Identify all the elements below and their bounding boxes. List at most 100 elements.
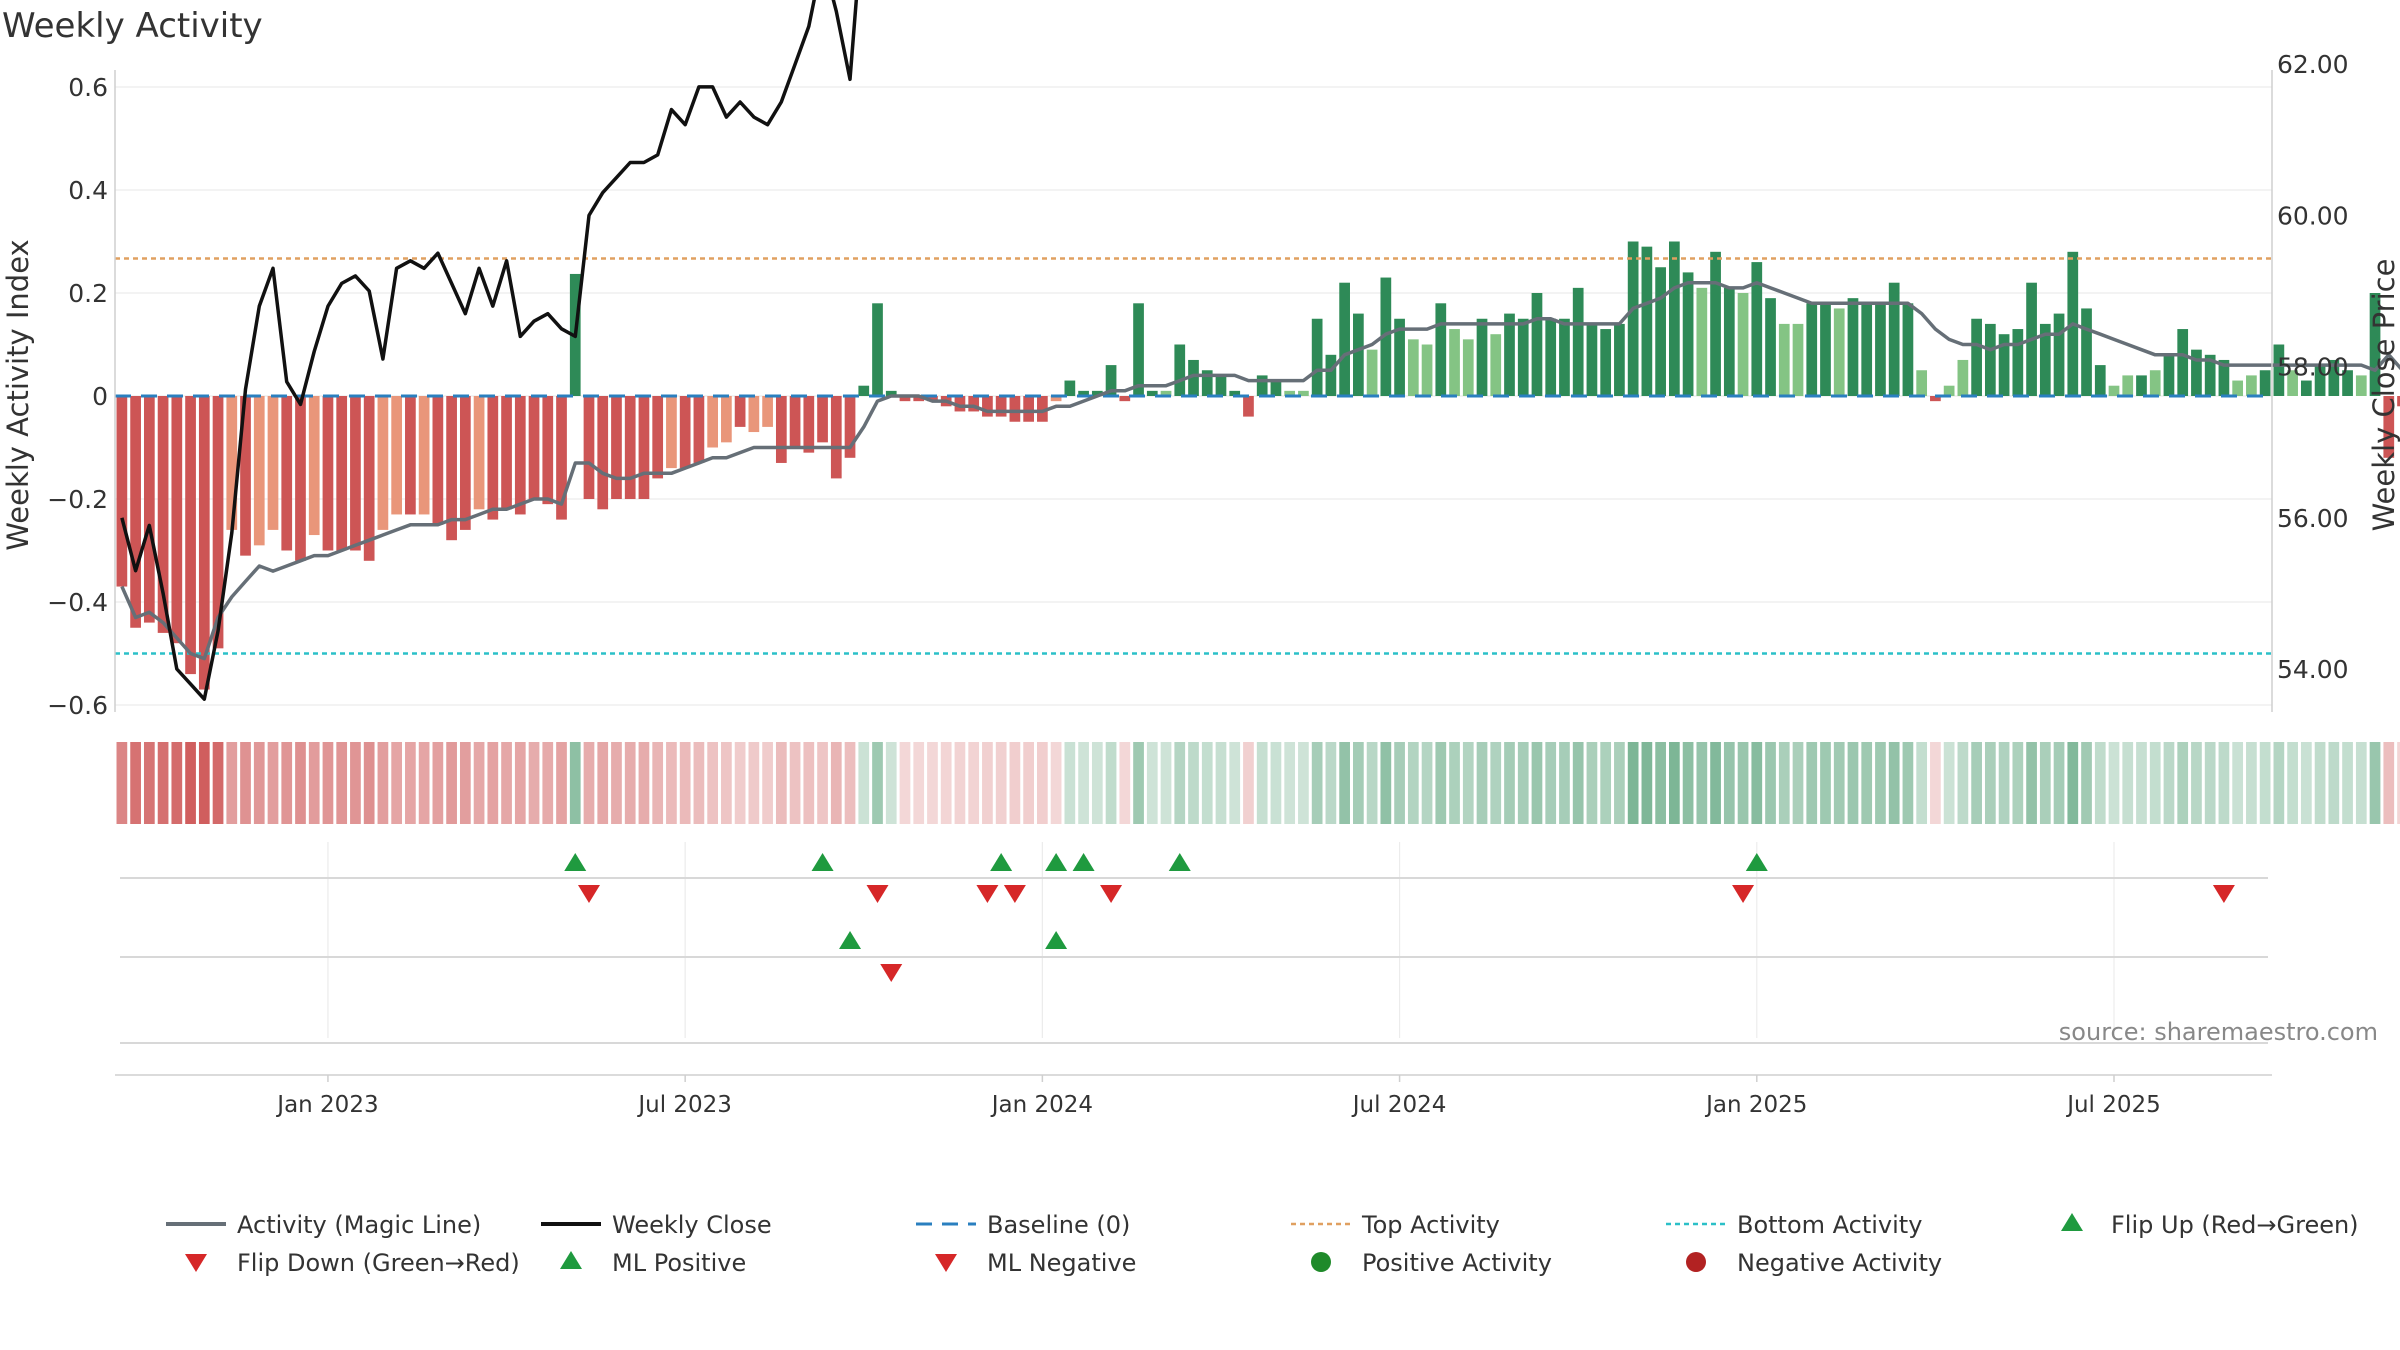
activity-bar: [542, 396, 554, 505]
strip-cell: [542, 742, 554, 824]
activity-bar: [803, 396, 815, 453]
strip-cell: [1325, 742, 1337, 824]
activity-bar: [1215, 375, 1227, 396]
activity-bar: [2383, 396, 2395, 458]
activity-bar: [1435, 303, 1447, 396]
activity-bar: [885, 390, 897, 396]
strip-cell: [1669, 742, 1680, 824]
legend-label: Activity (Magic Line): [237, 1211, 481, 1239]
strip-cell: [775, 742, 787, 824]
strip-cell: [157, 742, 169, 824]
flip-down-marker: [577, 885, 600, 903]
activity-bar: [1765, 298, 1776, 396]
activity-bar: [2163, 354, 2175, 396]
activity-bar: [473, 396, 485, 510]
activity-bar: [1023, 396, 1034, 422]
activity-bar: [844, 396, 856, 458]
ml-positive-marker: [1045, 931, 1068, 949]
legend-label: Bottom Activity: [1737, 1211, 1922, 1239]
activity-bar: [1490, 334, 1502, 396]
strip-cell: [844, 742, 856, 824]
strip-cell: [2191, 742, 2202, 824]
activity-bar: [2053, 313, 2065, 396]
flip-down-marker: [976, 885, 999, 903]
strip-cell: [1146, 742, 1158, 824]
strip-cell: [1957, 742, 1969, 824]
strip-cell: [1792, 742, 1804, 824]
strip-cell: [1504, 742, 1515, 824]
activity-bar: [1517, 318, 1529, 396]
strip-cell: [982, 742, 993, 824]
activity-bar: [1091, 390, 1103, 396]
strip-cell: [1682, 742, 1694, 824]
y-tick-label: 0.2: [68, 279, 108, 308]
strip-cell: [418, 742, 430, 824]
activity-bar: [1188, 359, 1199, 396]
strip-cell: [350, 742, 361, 824]
strip-cell: [1284, 742, 1296, 824]
weekly-close-line: [120, 0, 859, 701]
activity-bar: [1009, 396, 1021, 422]
activity-bar: [1682, 272, 1694, 396]
activity-bar: [1243, 396, 1254, 417]
activity-bar: [1655, 267, 1666, 396]
y2-tick-label: 60.00: [2277, 201, 2349, 230]
activity-bar: [501, 396, 512, 510]
strip-cell: [1696, 742, 1708, 824]
strip-cell: [1710, 742, 1721, 824]
activity-bar: [1559, 318, 1570, 396]
activity-bar: [954, 396, 966, 412]
strip-cell: [1930, 742, 1941, 824]
activity-bar: [1201, 370, 1213, 396]
activity-bar: [2369, 293, 2381, 396]
strip-cell: [2273, 742, 2285, 824]
grid-layer: [115, 86, 2272, 1038]
activity-bar: [1998, 334, 2010, 396]
flip-down-marker: [2212, 885, 2235, 903]
activity-bar: [363, 396, 375, 561]
activity-bar: [775, 396, 787, 463]
strip-cell: [624, 742, 636, 824]
activity-bar: [734, 396, 746, 427]
strip-cell: [1133, 742, 1144, 824]
activity-bar: [693, 396, 705, 463]
activity-bar: [1971, 318, 1982, 396]
chart-title: Weekly Activity: [2, 6, 263, 46]
strip-cell: [2355, 742, 2367, 824]
activity-bar: [1298, 390, 1309, 396]
y-tick-label: −0.2: [47, 485, 108, 514]
strip-cell: [377, 742, 389, 824]
strip-cell: [1366, 742, 1378, 824]
activity-bar: [391, 396, 403, 515]
activity-bar: [1353, 313, 1364, 396]
y2-tick-label: 62.00: [2277, 50, 2349, 79]
legend-item-magic-line: Activity (Magic Line): [166, 1211, 481, 1239]
activity-bar: [721, 396, 732, 443]
flip-up-marker: [811, 853, 834, 871]
activity-bar: [459, 396, 471, 530]
strip-cell: [446, 742, 457, 824]
strip-cell: [954, 742, 966, 824]
activity-bar: [336, 396, 348, 551]
activity-bar: [1710, 251, 1721, 396]
strip-cell: [1778, 742, 1790, 824]
strip-cell: [2287, 742, 2298, 824]
magic-line: [120, 280, 2400, 661]
strip-cell: [556, 742, 567, 824]
strip-cell: [2369, 742, 2381, 824]
strip-cell: [968, 742, 980, 824]
activity-bar: [2177, 329, 2189, 396]
strip-cell: [2081, 742, 2092, 824]
legend-item-flip-up: Flip Up (Red→Green): [2061, 1211, 2359, 1239]
activity-bar: [2300, 380, 2312, 396]
y2-tick-label: 58.00: [2277, 353, 2349, 382]
activity-bar: [405, 396, 416, 515]
strip-cell: [2246, 742, 2257, 824]
flip-down-marker: [866, 885, 889, 903]
activity-bar: [652, 396, 664, 479]
strip-cell: [1723, 742, 1735, 824]
activity-bar: [1930, 396, 1941, 402]
activity-bar: [1462, 339, 1474, 396]
activity-bar: [1311, 318, 1323, 396]
strip-cell: [240, 742, 251, 824]
